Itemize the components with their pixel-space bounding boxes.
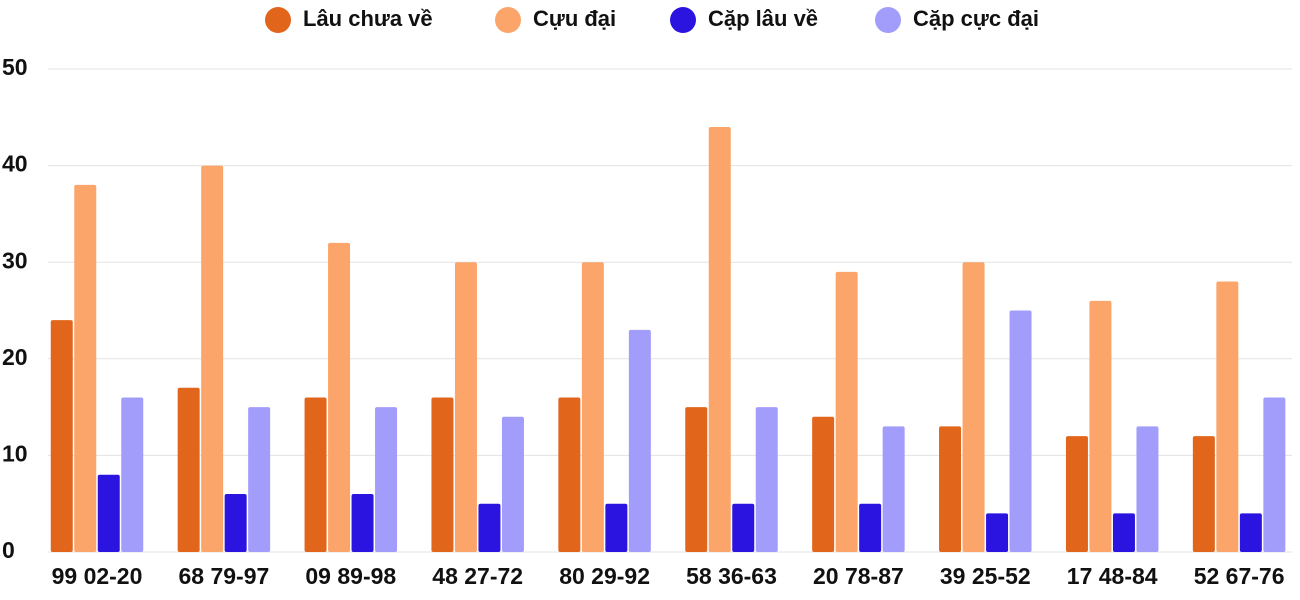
bar <box>812 416 835 552</box>
x-tick-label: 48 27-72 <box>432 563 523 589</box>
bar <box>962 262 985 552</box>
bar <box>328 242 351 552</box>
x-tick-label: 68 79-97 <box>178 563 269 589</box>
bar <box>1136 426 1159 552</box>
bar <box>755 407 778 552</box>
x-tick-label: 20 78-87 <box>813 563 904 589</box>
bar <box>581 262 604 552</box>
legend-label: Cặp cực đại <box>913 6 1039 31</box>
legend-swatch <box>875 7 901 33</box>
bar <box>248 407 271 552</box>
bar <box>1239 513 1262 552</box>
bar <box>50 320 73 552</box>
bar <box>859 503 882 552</box>
bar <box>835 271 858 552</box>
bar <box>177 387 200 552</box>
bar <box>685 407 708 552</box>
legend-label: Cặp lâu về <box>708 6 818 31</box>
bar <box>1216 281 1239 552</box>
x-tick-label: 17 48-84 <box>1067 563 1158 589</box>
bar <box>351 494 374 552</box>
bar <box>1089 300 1112 552</box>
bar <box>501 416 524 552</box>
legend-label: Lâu chưa về <box>303 6 433 31</box>
bar <box>986 513 1009 552</box>
bar <box>939 426 962 552</box>
bar <box>882 426 905 552</box>
bar <box>628 329 651 552</box>
bar <box>121 397 144 552</box>
bar <box>1192 436 1215 552</box>
legend-swatch <box>495 7 521 33</box>
bar <box>454 262 477 552</box>
y-tick-label: 0 <box>2 537 15 563</box>
x-tick-label: 39 25-52 <box>940 563 1031 589</box>
x-tick-label: 52 67-76 <box>1194 563 1285 589</box>
bar <box>605 503 628 552</box>
bar <box>558 397 581 552</box>
bar <box>97 474 120 552</box>
bar <box>304 397 327 552</box>
legend-label: Cựu đại <box>533 6 616 31</box>
y-tick-label: 10 <box>2 440 28 466</box>
legend-swatch <box>670 7 696 33</box>
y-tick-label: 40 <box>2 151 28 177</box>
legend-swatch <box>265 7 291 33</box>
bar <box>431 397 454 552</box>
bar <box>1112 513 1135 552</box>
x-tick-label: 09 89-98 <box>305 563 396 589</box>
y-tick-label: 30 <box>2 247 28 273</box>
x-tick-label: 99 02-20 <box>52 563 143 589</box>
bar <box>732 503 755 552</box>
bar <box>1065 436 1088 552</box>
bar <box>708 126 731 553</box>
bar <box>201 165 224 552</box>
bar <box>224 494 247 552</box>
x-tick-label: 80 29-92 <box>559 563 650 589</box>
bar <box>1009 310 1032 552</box>
bar <box>74 184 97 553</box>
bar <box>1263 397 1286 552</box>
x-tick-label: 58 36-63 <box>686 563 777 589</box>
bar <box>375 407 398 552</box>
bar <box>478 503 501 552</box>
y-tick-label: 20 <box>2 344 28 370</box>
y-tick-label: 50 <box>2 54 28 80</box>
